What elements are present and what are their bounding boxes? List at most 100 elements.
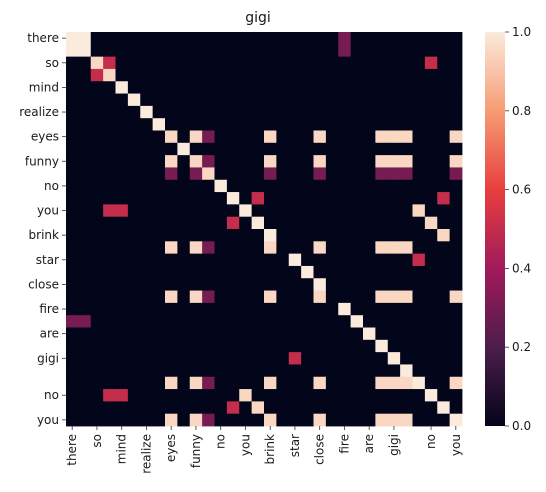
heatmap-cell [288, 81, 302, 94]
heatmap-cell [202, 401, 215, 415]
heatmap-cell [313, 105, 327, 119]
heatmap-cell [78, 81, 92, 94]
heatmap-cell [325, 327, 339, 341]
heatmap-cell [400, 105, 413, 119]
heatmap-cell [325, 142, 339, 156]
heatmap-cell [78, 401, 92, 415]
heatmap-cell [78, 118, 92, 131]
heatmap-cell [115, 130, 129, 144]
heatmap-cell [264, 130, 277, 144]
heatmap-cell [78, 167, 92, 181]
heatmap-cell [127, 401, 141, 415]
heatmap-cell [424, 32, 438, 45]
heatmap-cell [264, 155, 277, 168]
heatmap-cell [313, 81, 327, 94]
heatmap-cell [165, 253, 178, 267]
heatmap-cell [90, 216, 104, 230]
heatmap-cell [325, 302, 339, 316]
heatmap-cell [66, 130, 79, 144]
heatmap-cell [115, 389, 129, 402]
heatmap-cell [226, 327, 240, 341]
heatmap-cell [400, 81, 413, 94]
heatmap-cell [226, 167, 240, 181]
heatmap-cell [115, 253, 129, 267]
heatmap-cell [363, 179, 376, 193]
heatmap-cell [239, 315, 253, 328]
heatmap-cell [103, 253, 116, 267]
heatmap-cell [375, 265, 389, 279]
heatmap-cell [325, 364, 339, 378]
heatmap-cell [350, 81, 364, 94]
heatmap-cell [103, 401, 116, 415]
colorbar-tick-label: 0.2 [512, 340, 531, 354]
heatmap-cell [375, 229, 389, 242]
heatmap-cell [400, 204, 413, 218]
heatmap-cell [78, 155, 92, 168]
heatmap-cell [387, 327, 401, 341]
heatmap-cell [140, 179, 154, 193]
heatmap-cell [214, 376, 228, 390]
heatmap-cell [115, 265, 129, 279]
heatmap-cell [115, 44, 129, 58]
heatmap-cell [313, 93, 327, 107]
heatmap-cell [400, 68, 413, 82]
heatmap-cell [103, 339, 116, 353]
heatmap-cell [214, 155, 228, 168]
colorbar-tick-label: 0.0 [512, 419, 531, 433]
heatmap-cell [152, 81, 166, 94]
heatmap-cell [66, 364, 79, 378]
heatmap-cell [152, 327, 166, 341]
heatmap-cell [202, 93, 215, 107]
heatmap-cell [325, 118, 339, 131]
heatmap-cell [214, 93, 228, 107]
heatmap-cell [202, 155, 215, 168]
heatmap-cell [251, 32, 265, 45]
heatmap-cell [152, 302, 166, 316]
heatmap-cell [375, 352, 389, 365]
heatmap-cell [140, 265, 154, 279]
heatmap-cell [78, 253, 92, 267]
heatmap-cell [363, 93, 376, 107]
heatmap-cell [115, 142, 129, 156]
heatmap-cell [202, 130, 215, 144]
heatmap-cell [78, 290, 92, 304]
heatmap-cell [202, 216, 215, 230]
heatmap-cell [437, 278, 451, 291]
heatmap-cell [140, 352, 154, 365]
heatmap-cell [313, 290, 327, 304]
heatmap-cell [103, 105, 116, 119]
heatmap-cell [400, 241, 413, 255]
heatmap-cell [152, 142, 166, 156]
heatmap-cell [387, 376, 401, 390]
heatmap-cell [165, 155, 178, 168]
heatmap-cell [424, 216, 438, 230]
heatmap-cell [363, 81, 376, 94]
heatmap-cell [350, 413, 364, 427]
heatmap-cell [412, 364, 426, 378]
heatmap-cell [226, 302, 240, 316]
x-tick-label: no [214, 434, 228, 449]
heatmap-cell [437, 68, 451, 82]
heatmap-cell [338, 253, 352, 267]
heatmap-cell [251, 229, 265, 242]
heatmap-cell [251, 216, 265, 230]
heatmap-cell [288, 32, 302, 45]
heatmap-cell [412, 204, 426, 218]
heatmap-cell [127, 44, 141, 58]
heatmap-cell [412, 44, 426, 58]
heatmap-cell [239, 118, 253, 131]
heatmap-cell [264, 167, 277, 181]
heatmap-cell [264, 192, 277, 205]
heatmap-cell [152, 229, 166, 242]
heatmap-cell [264, 216, 277, 230]
heatmap-cell [127, 364, 141, 378]
heatmap-cell [387, 192, 401, 205]
heatmap-cell [66, 32, 79, 45]
heatmap-cell [449, 376, 463, 390]
heatmap-cell [177, 413, 191, 427]
heatmap-cell [90, 315, 104, 328]
heatmap-cell [165, 401, 178, 415]
heatmap-cell [127, 155, 141, 168]
heatmap-cell [189, 229, 203, 242]
